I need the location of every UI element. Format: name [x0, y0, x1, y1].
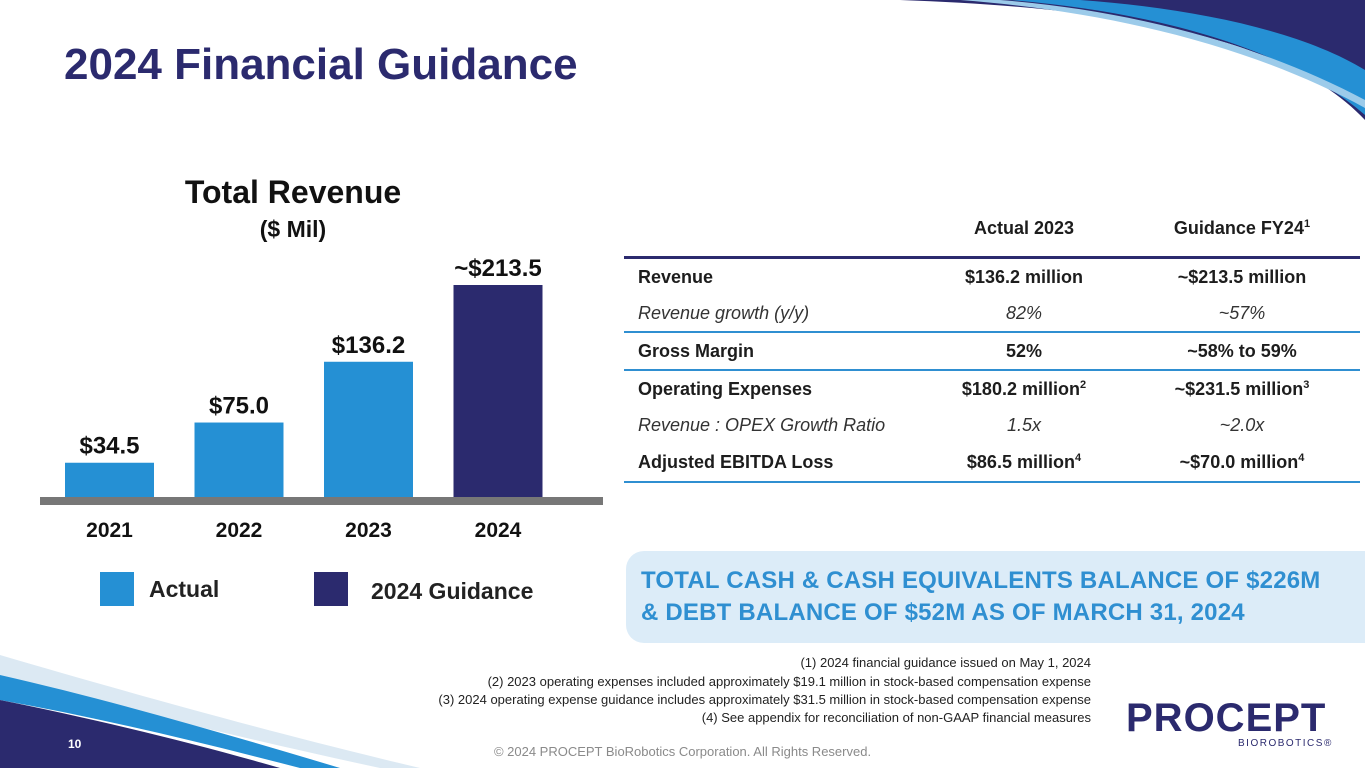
page-number: 10	[68, 737, 82, 751]
header-actual-2023: Actual 2023	[924, 200, 1124, 259]
financial-guidance-table: Actual 2023 Guidance FY241 Revenue $136.2…	[624, 200, 1360, 483]
header-blank	[624, 200, 924, 259]
row-label: Revenue : OPEX Growth Ratio	[638, 414, 886, 435]
revenue-bar-chart: $34.5 2021 $75.0 2022 $136.2 2023 ~$213.5 2024	[40, 255, 603, 542]
procept-logo-subtitle: BIOROBOTICS®	[1238, 738, 1333, 749]
footnote-1: (1) 2024 financial guidance issued on Ma…	[800, 655, 1091, 670]
footnote-3: (3) 2024 operating expense guidance incl…	[438, 692, 1091, 707]
row-guidance-fy24: ~57%	[1124, 295, 1360, 333]
table-row: Adjusted EBITDA Loss $86.5 million4 ~$70.0…	[624, 443, 1360, 483]
tick-label-2023: 2023	[345, 519, 392, 542]
row-guidance-fy24: ~58% to 59%	[1124, 332, 1360, 371]
bar-2024	[453, 285, 543, 497]
legend-label-guidance: 2024 Guidance	[371, 578, 534, 604]
row-guidance-fy24: ~$213.5 million	[1177, 266, 1307, 287]
chart-title: Total Revenue	[184, 174, 402, 210]
bottom-swoosh-navy	[0, 700, 280, 768]
row-actual-2023: 1.5x	[1006, 414, 1042, 435]
row-actual-2023: 52%	[924, 332, 1124, 371]
tick-label-2024: 2024	[475, 519, 522, 542]
top-swoosh-blue	[1010, 0, 1365, 115]
row-guidance-fy24: ~$231.5 million3	[1174, 378, 1310, 399]
row-label: Revenue growth (y/y)	[624, 295, 924, 333]
row-label: Revenue	[638, 266, 714, 287]
bar-2021	[65, 462, 154, 497]
footnote-4: (4) See appendix for reconciliation of n…	[701, 710, 1091, 725]
row-actual-2023: $86.5 million4	[924, 443, 1124, 483]
row-actual-2023: $136.2 million	[964, 266, 1084, 287]
legend-swatch-actual	[100, 572, 134, 606]
tick-label-2022: 2022	[216, 519, 263, 542]
header-guidance-fy24: Guidance FY241	[1124, 200, 1360, 259]
chart-subtitle: ($ Mil)	[259, 216, 327, 242]
cash-balance-callout	[626, 551, 1365, 643]
row-guidance-fy24: ~$70.0 million4	[1124, 443, 1360, 483]
tick-label-2021: 2021	[86, 519, 133, 542]
table-row: Revenue $136.2 million ~$213.5 million	[624, 258, 1360, 296]
row-label: Gross Margin	[624, 332, 924, 371]
table-row: Gross Margin 52% ~58% to 59%	[624, 332, 1360, 371]
bar-2023	[324, 361, 413, 497]
x-axis-line	[40, 497, 603, 505]
copyright: © 2024 PROCEPT BioRobotics Corporation. …	[493, 744, 872, 759]
table-header-row: Actual 2023 Guidance FY241	[624, 200, 1360, 259]
data-label-2023: $136.2	[332, 332, 405, 359]
footnote-2: (2) 2023 operating expenses included app…	[487, 674, 1091, 689]
procept-logo: PROCEPT	[1126, 696, 1327, 740]
data-label-2024: ~$213.5	[454, 255, 541, 282]
row-actual-2023: $180.2 million2	[961, 378, 1087, 399]
row-guidance-fy24: ~2.0x	[1219, 414, 1265, 435]
table-row: Revenue growth (y/y) 82% ~57%	[624, 295, 1360, 333]
legend-label-actual: Actual	[149, 576, 220, 602]
bar-2022	[194, 422, 284, 497]
page-title: 2024 Financial Guidance	[64, 40, 578, 89]
cash-balance-line-2: & DEBT BALANCE OF $52M AS OF MARCH 31, 2…	[641, 599, 1245, 626]
row-label: Operating Expenses	[638, 378, 813, 399]
row-actual-2023: 82%	[924, 295, 1124, 333]
cash-balance-line-1: TOTAL CASH & CASH EQUIVALENTS BALANCE OF…	[641, 567, 1321, 594]
bottom-swoosh-blue	[0, 675, 340, 768]
table-row: Operating Expenses $180.2 million2 ~$231.5…	[624, 370, 1360, 407]
legend-swatch-guidance	[314, 572, 348, 606]
data-label-2021: $34.5	[79, 433, 139, 460]
table-row: Revenue : OPEX Growth Ratio 1.5x ~2.0x	[624, 407, 1360, 443]
data-label-2022: $75.0	[209, 393, 269, 420]
row-label: Adjusted EBITDA Loss	[624, 443, 924, 483]
